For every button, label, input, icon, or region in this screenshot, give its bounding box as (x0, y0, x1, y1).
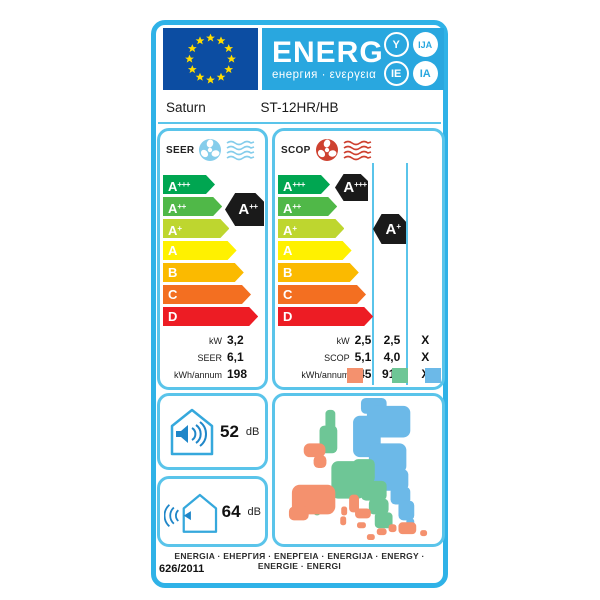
scop-row-scop: SCOP 5,1 4,0 X (324, 350, 430, 364)
outdoor-noise-unit: dB (247, 505, 261, 518)
seer-values: kW 3,2 SEER 6,1 kWh/annum 198 (160, 333, 265, 384)
indoor-noise-icon (170, 408, 214, 455)
energy-label: ENERG енергия · ενεργεια Y IJA IE IA Saturn… (151, 20, 448, 588)
energ-subtext: енергия · ενεργεια (272, 68, 377, 81)
cool-air-waves-icon (226, 140, 255, 161)
language-badge-ie: IE (383, 61, 409, 86)
scop-header: SCOP (281, 137, 373, 163)
rating-arrow-c: C (278, 285, 366, 304)
zone-square-colder (425, 368, 441, 383)
europe-climate-map (288, 397, 428, 541)
scop-title: SCOP (281, 144, 311, 156)
scop-rating-scale: A+++ A++ A+ A B C D (278, 175, 373, 329)
scop-rating-badge-warmer: A+ (373, 214, 406, 244)
outdoor-noise-panel: 64 dB (157, 476, 268, 547)
rating-arrow-a: A (278, 241, 352, 260)
zone-divider-1 (372, 163, 374, 385)
seer-title: SEER (166, 144, 195, 156)
energ-text: ENERG (272, 35, 384, 69)
indoor-noise-value: 52 (220, 421, 239, 441)
eu-stars-icon (185, 33, 236, 84)
regulation-number: 626/2011 (159, 563, 205, 575)
seer-panel: SEER (157, 128, 268, 390)
zone-square-warmer (347, 368, 363, 383)
rating-arrow-a+++: A+++ (163, 175, 215, 194)
outdoor-noise-icon (164, 493, 218, 533)
label-header: ENERG енергия · ενεργεια Y IJA IE IA (163, 28, 444, 90)
language-badge-ia: IA (412, 61, 438, 86)
indoor-noise-panel: 52 dB (157, 393, 268, 470)
rating-arrow-b: B (278, 263, 359, 282)
warm-air-waves-icon (343, 140, 371, 161)
heating-fan-icon (315, 139, 338, 161)
energ-band: ENERG енергия · ενεργεια Y IJA IE IA (262, 28, 444, 90)
scop-panel: SCOP (272, 128, 445, 390)
brand-row: Saturn ST-12HR/HB (166, 98, 433, 120)
rating-arrow-a++: A++ (163, 197, 222, 216)
language-badge-ija: IJA (412, 32, 438, 57)
rating-arrow-d: D (163, 307, 258, 326)
rating-arrow-a+++: A+++ (278, 175, 330, 194)
energy-languages-text: ENERGIA · ЕНЕРГИЯ · ΕΝΕΡΓΕΙΑ · ENERGIJA … (174, 551, 425, 571)
seer-row-kwhannum: kWh/annum 198 (173, 367, 248, 381)
rating-arrow-a: A (163, 241, 237, 260)
scop-row-kw: kW 2,5 2,5 X (336, 333, 430, 347)
language-badge-y: Y (383, 32, 409, 57)
seer-rating-scale: A+++ A++ A+ A B C D (163, 175, 258, 329)
indoor-noise-unit: dB (245, 425, 260, 438)
energ-logo: ENERG енергия · ενεργεια (272, 35, 384, 81)
rating-arrow-b: B (163, 263, 244, 282)
seer-row-kw: kW 3,2 (209, 333, 244, 347)
seer-row-seer: SEER 6,1 (197, 350, 244, 364)
cooling-fan-icon (199, 139, 222, 161)
language-badges: Y IJA IE IA (383, 32, 438, 86)
header-divider (158, 122, 441, 124)
seer-header: SEER (166, 137, 256, 163)
supplier-name: Saturn (166, 100, 206, 115)
outdoor-noise-value: 64 (221, 501, 241, 521)
model-identifier: ST-12HR/HB (260, 100, 339, 115)
rating-arrow-d: D (278, 307, 373, 326)
zone-divider-2 (406, 163, 408, 385)
rating-arrow-a+: A+ (163, 219, 229, 238)
zone-square-average (392, 368, 408, 383)
rating-arrow-a++: A++ (278, 197, 337, 216)
rating-arrow-c: C (163, 285, 251, 304)
rating-arrow-a+: A+ (278, 219, 344, 238)
climate-map-panel (272, 393, 445, 547)
eu-flag (163, 28, 258, 90)
